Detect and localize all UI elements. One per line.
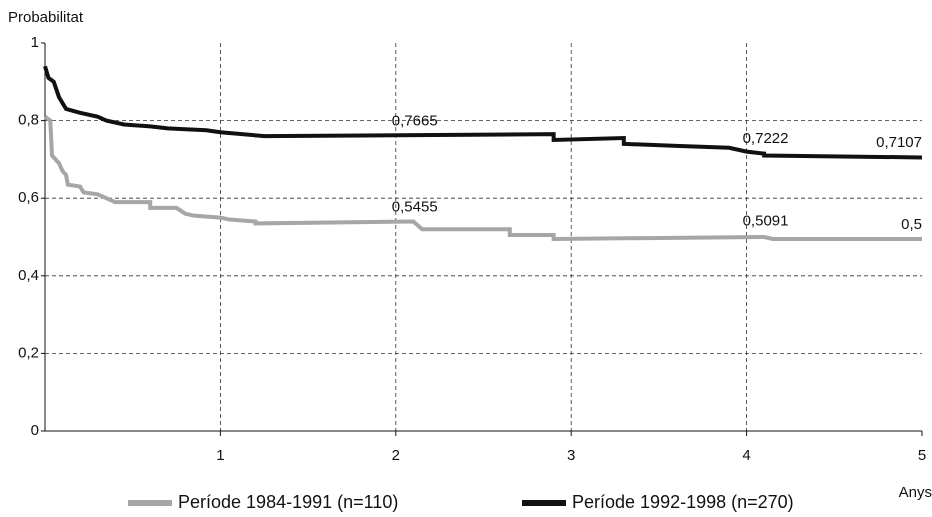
y-tick-label: 0,4 (18, 267, 39, 284)
y-tick-label: 0,6 (18, 189, 39, 206)
series-line (43, 115, 922, 241)
y-tick-label: 0,8 (18, 112, 39, 129)
annotation: 0,5091 (743, 212, 789, 229)
x-tick-label: 3 (567, 447, 575, 464)
x-tick-label: 2 (392, 447, 400, 464)
y-tick-label: 0,2 (18, 344, 39, 361)
annotation: 0,7222 (743, 130, 789, 147)
annotation: 0,7107 (876, 134, 922, 151)
y-axis-title: Probabilitat (8, 9, 84, 26)
series-line (43, 65, 923, 160)
y-tick-label: 0 (31, 422, 39, 439)
x-tick-label: 5 (918, 447, 926, 464)
legend-label: Període 1984-1991 (n=110) (178, 492, 398, 512)
x-tick-label: 4 (742, 447, 750, 464)
annotation: 0,7665 (392, 113, 438, 130)
y-tick-label: 1 (31, 34, 39, 51)
x-axis-title: Anys (899, 484, 932, 501)
legend-label: Període 1992-1998 (n=270) (572, 492, 794, 512)
annotation: 0,5455 (392, 198, 438, 215)
annotation: 0,5 (901, 216, 922, 233)
x-tick-label: 1 (216, 447, 224, 464)
